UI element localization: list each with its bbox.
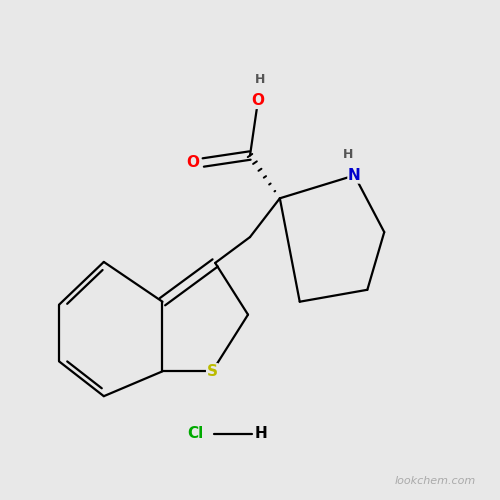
Text: lookchem.com: lookchem.com [395,476,476,486]
Text: H: H [256,74,266,86]
Text: H: H [344,148,353,161]
Text: O: O [252,94,264,108]
Text: N: N [348,168,361,183]
Text: O: O [186,155,200,170]
Text: S: S [206,364,218,379]
Text: Cl: Cl [187,426,204,442]
Text: H: H [254,426,268,442]
